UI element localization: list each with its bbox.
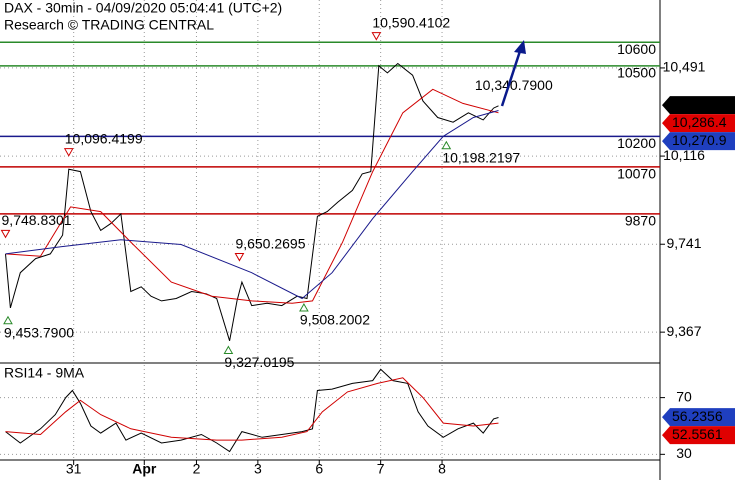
arrow-head — [514, 40, 526, 54]
level-label: 10500 — [617, 65, 656, 81]
low-marker — [441, 140, 452, 150]
price-tag-label: 56.2356 — [672, 408, 723, 424]
x-tick-label: 6 — [315, 461, 323, 477]
chart-subtitle: Research © TRADING CENTRAL — [4, 17, 214, 33]
series-line — [5, 62, 499, 341]
price-tag — [662, 96, 735, 115]
annotation-label: 10,340.7900 — [475, 77, 553, 93]
series-line — [5, 368, 499, 453]
high-marker — [0, 229, 11, 239]
annotation: 10,340.7900 — [475, 77, 553, 93]
level-label: 10200 — [617, 135, 656, 151]
series-line — [5, 88, 499, 304]
annotation: 9,650.2695 — [234, 235, 306, 262]
annotation: 10,590.4102 — [371, 14, 450, 41]
level-label: 10600 — [617, 41, 656, 57]
low-marker — [299, 302, 309, 312]
x-tick-label: 2 — [193, 461, 201, 477]
y-tick-label: 10,116 — [663, 147, 705, 163]
forecast-arrow — [500, 40, 526, 107]
price-tag-label: 10,270.9 — [672, 132, 727, 148]
annotation: 9,453.7900 — [3, 315, 74, 340]
price-tag-label: 10,286.4 — [672, 114, 727, 130]
level-label: 10070 — [617, 166, 656, 182]
annotation: 10,096.4199 — [63, 130, 143, 157]
annotation-label: 10,096.4199 — [65, 130, 143, 146]
high-marker — [371, 32, 382, 41]
annotation-label: 9,650.2695 — [235, 235, 305, 251]
y-tick-label: 30 — [676, 445, 692, 461]
y-tick-label: 9,741 — [666, 235, 701, 251]
annotation: 9,748.8301 — [0, 212, 72, 239]
x-tick-label: 31 — [66, 461, 82, 477]
annotation: 9,508.2002 — [299, 302, 370, 328]
low-marker — [3, 315, 13, 325]
panel-title: RSI14 - 9MA — [4, 365, 85, 381]
high-marker — [234, 253, 245, 262]
high-marker — [63, 148, 74, 157]
y-tick-label: 70 — [676, 388, 692, 404]
y-tick-label: 10,491 — [663, 59, 706, 75]
chart-title: DAX - 30min - 04/09/2020 05:04:41 (UTC+2… — [4, 0, 282, 16]
x-tick-label: 3 — [254, 461, 262, 477]
series-line — [5, 377, 499, 441]
annotation-label: 9,453.7900 — [4, 324, 74, 340]
arrow-shaft — [500, 47, 523, 107]
price-tag — [662, 426, 735, 445]
price-tag — [662, 114, 735, 133]
annotation: 9,327.0195 — [223, 345, 295, 370]
price-tag-label: 10,332.9 — [672, 96, 727, 112]
price-tag — [662, 408, 735, 427]
x-tick-label: 8 — [438, 461, 446, 477]
x-tick-label: Apr — [132, 461, 157, 477]
y-tick-label: 9,367 — [666, 323, 701, 339]
level-label: 9870 — [625, 213, 656, 229]
annotation-label: 10,198.2197 — [442, 149, 520, 165]
low-marker — [223, 345, 234, 355]
price-tag-label: 52.5561 — [672, 426, 723, 442]
x-tick-label: 7 — [377, 461, 385, 477]
annotation-label: 9,508.2002 — [300, 312, 370, 328]
series-line — [5, 110, 499, 300]
annotation-label: 10,590.4102 — [372, 14, 450, 30]
annotation-label: 9,748.8301 — [2, 212, 72, 228]
annotation: 10,198.2197 — [441, 140, 520, 165]
annotation-label: 9,327.0195 — [224, 354, 294, 370]
price-tag — [662, 132, 735, 151]
